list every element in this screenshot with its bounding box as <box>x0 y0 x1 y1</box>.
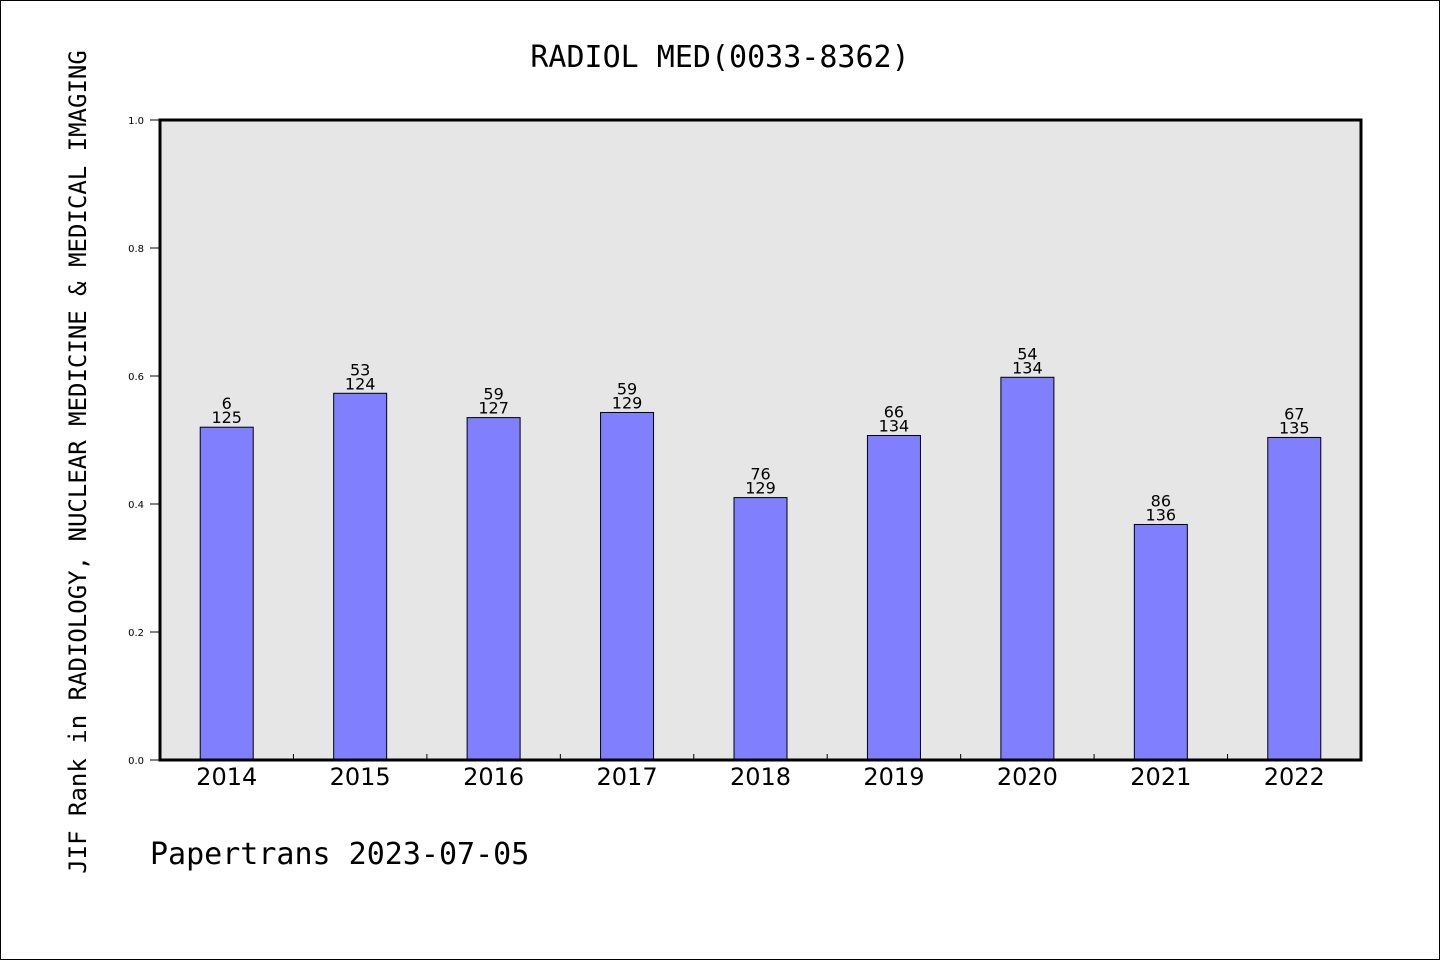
y-tick-label: 0.6 <box>128 372 144 383</box>
x-tick-label: 2014 <box>196 763 257 791</box>
bar-series: 6125531245912759129761296613454134861366… <box>199 344 1322 761</box>
bar-2017 <box>600 411 655 761</box>
bar-2020 <box>1000 376 1055 761</box>
bar-rank-label: 86 <box>1151 491 1171 510</box>
y-tick-label: 1.0 <box>128 116 144 127</box>
bar-total-label: 134 <box>879 417 910 436</box>
bar-rank-label: 59 <box>483 385 503 404</box>
bar-2016 <box>466 417 521 761</box>
x-tick-label: 2022 <box>1264 763 1325 791</box>
y-tick-label: 0.0 <box>128 756 144 767</box>
x-tick-label: 2019 <box>863 763 924 791</box>
bar-rank-label: 6 <box>222 394 232 413</box>
x-tick-label: 2018 <box>730 763 791 791</box>
x-tick-label: 2021 <box>1130 763 1191 791</box>
bar-total-label: 135 <box>1279 418 1310 437</box>
x-tick-label: 2015 <box>330 763 391 791</box>
y-tick-label: 0.2 <box>128 628 144 639</box>
y-tick-label: 0.4 <box>128 500 144 511</box>
bar-total-label: 124 <box>345 374 376 393</box>
x-tick-label: 2020 <box>997 763 1058 791</box>
y-tick-label: 0.8 <box>128 244 144 255</box>
bar-total-label: 134 <box>1012 358 1043 377</box>
x-axis: 2014 2015 2016 2017 2018 2019 2020 2021 2022 <box>196 754 1325 791</box>
bar-rank-label: 59 <box>617 379 637 398</box>
bar-rank-label: 76 <box>750 465 770 484</box>
bar-2018 <box>733 497 788 761</box>
bar-2015 <box>333 392 388 761</box>
footer-note: Papertrans 2023-07-05 <box>150 837 529 872</box>
bar-rank-label: 54 <box>1017 344 1037 363</box>
bar-2021 <box>1133 523 1188 761</box>
x-tick-label: 2017 <box>597 763 658 791</box>
y-axis-label: JIF Rank in RADIOLOGY, NUCLEAR MEDICINE … <box>64 50 92 874</box>
bar-total-label: 127 <box>478 399 509 418</box>
bar-rank-label: 53 <box>350 360 370 379</box>
chart-title: RADIOL MED(0033-8362) <box>530 40 909 75</box>
bar-2019 <box>866 435 921 761</box>
bar-total-label: 125 <box>211 408 242 427</box>
x-tick-label: 2016 <box>463 763 524 791</box>
y-axis: 0.0 0.2 0.4 0.6 0.8 1.0 <box>128 116 160 767</box>
bar-rank-label: 67 <box>1284 404 1304 423</box>
bar-total-label: 136 <box>1146 505 1177 524</box>
bar-2014 <box>199 426 254 761</box>
plot-border <box>158 118 1363 762</box>
bar-rank-label: 66 <box>884 403 904 422</box>
bar-total-label: 129 <box>745 479 776 498</box>
bar-2022 <box>1267 436 1322 761</box>
bar-total-label: 129 <box>612 393 643 412</box>
